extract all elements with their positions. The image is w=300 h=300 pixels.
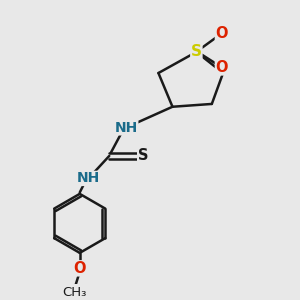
Text: CH₃: CH₃ [62, 286, 86, 299]
Text: NH: NH [76, 171, 100, 185]
Text: O: O [74, 261, 86, 276]
Text: O: O [215, 26, 228, 41]
Text: S: S [191, 44, 202, 59]
Text: O: O [215, 60, 228, 75]
Text: S: S [138, 148, 148, 164]
Text: NH: NH [115, 121, 138, 135]
